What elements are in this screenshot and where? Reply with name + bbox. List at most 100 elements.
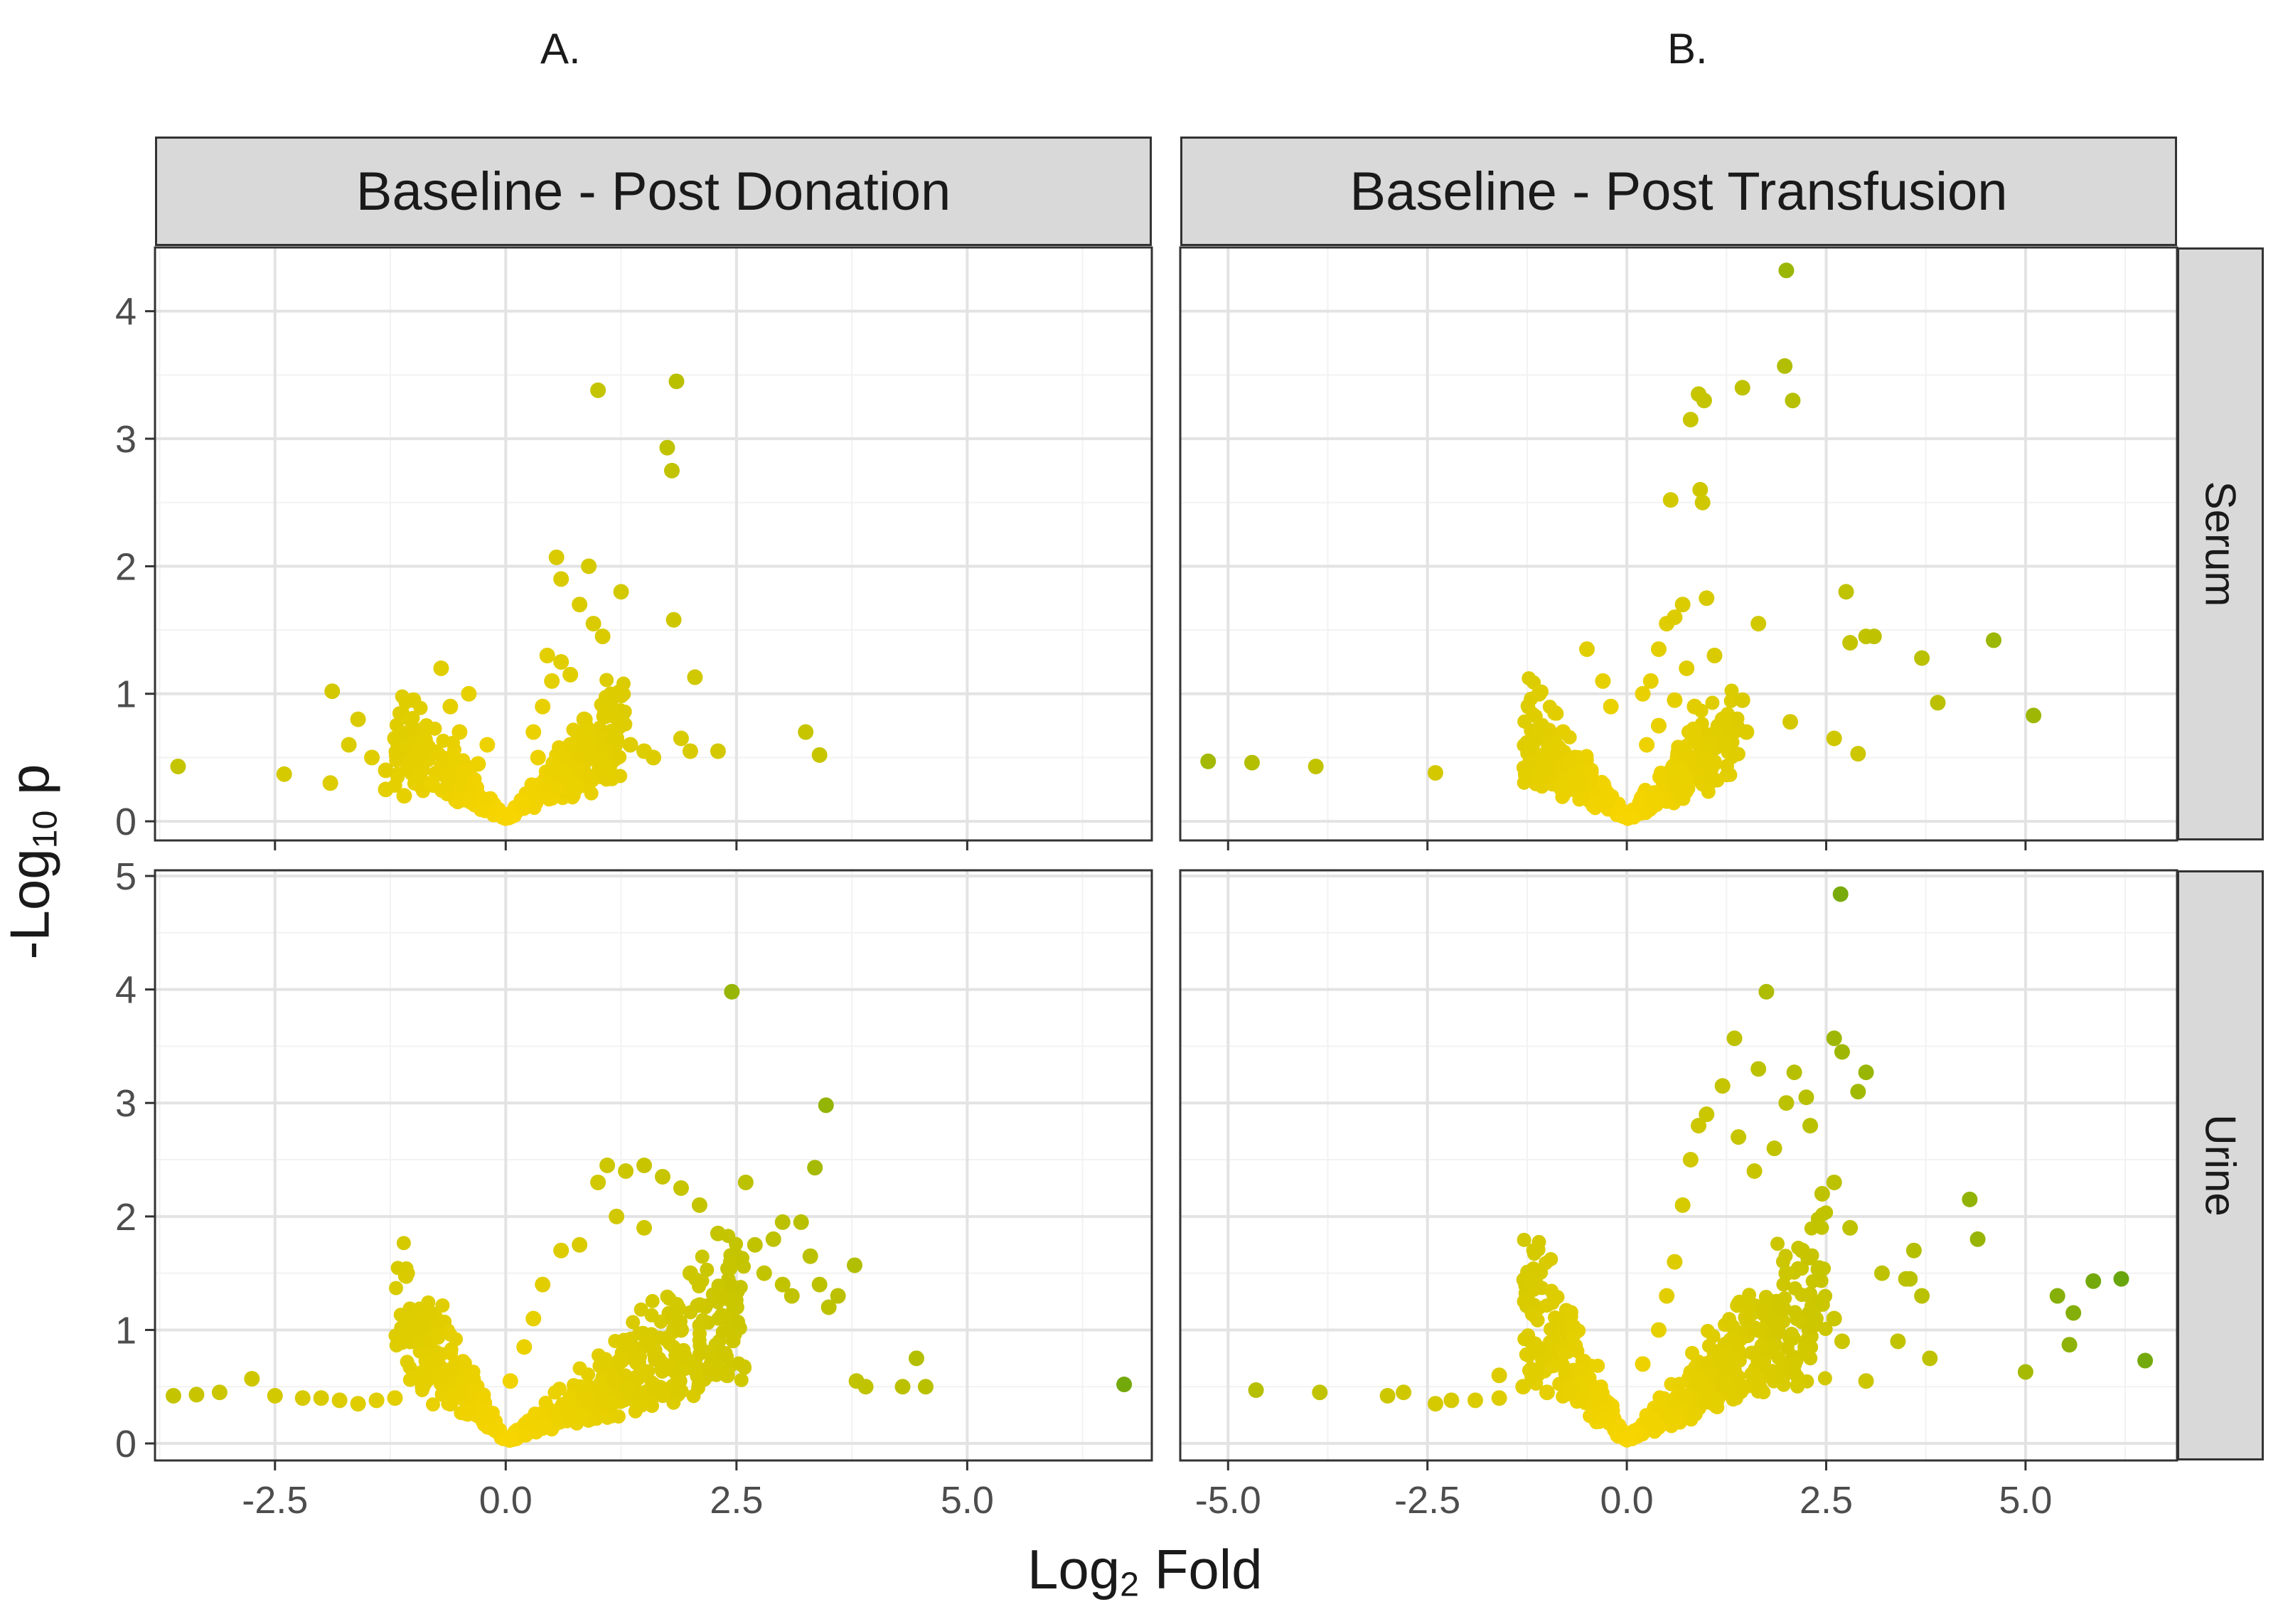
data-point bbox=[442, 698, 459, 715]
data-point bbox=[1699, 590, 1715, 607]
data-point bbox=[572, 597, 588, 613]
data-point bbox=[442, 1396, 459, 1412]
data-point bbox=[1686, 1406, 1701, 1421]
data-point bbox=[1758, 1289, 1773, 1304]
data-point bbox=[1726, 1030, 1743, 1047]
data-point bbox=[1539, 1298, 1554, 1313]
data-point bbox=[1659, 1288, 1675, 1304]
data-point bbox=[1682, 412, 1699, 428]
data-point bbox=[1818, 1322, 1833, 1337]
data-point bbox=[908, 1350, 924, 1367]
y-tick-label: 0 bbox=[115, 1423, 137, 1465]
data-point bbox=[710, 743, 726, 759]
data-point bbox=[1705, 695, 1720, 710]
data-point bbox=[1838, 584, 1854, 600]
data-point bbox=[1890, 1333, 1906, 1350]
data-point bbox=[628, 1404, 643, 1419]
data-point bbox=[1778, 262, 1795, 279]
data-point bbox=[456, 762, 471, 777]
data-point bbox=[1817, 1371, 1832, 1386]
data-point bbox=[724, 983, 740, 1000]
data-point bbox=[570, 761, 584, 776]
data-point bbox=[672, 1301, 687, 1316]
data-point bbox=[600, 1410, 615, 1425]
data-point bbox=[1491, 1390, 1507, 1406]
data-point bbox=[756, 1265, 772, 1281]
data-point bbox=[609, 1208, 625, 1224]
data-point bbox=[572, 1379, 587, 1394]
data-point bbox=[1834, 1044, 1850, 1060]
data-point bbox=[728, 1299, 744, 1315]
data-point bbox=[562, 1390, 577, 1405]
data-point bbox=[636, 1158, 653, 1173]
x-tick-label: 0.0 bbox=[479, 1479, 533, 1522]
data-point bbox=[1706, 1329, 1721, 1344]
y-tick-label: 4 bbox=[115, 291, 137, 333]
data-point bbox=[731, 1315, 746, 1330]
data-point bbox=[1770, 1299, 1787, 1315]
data-point bbox=[626, 1315, 641, 1330]
data-point bbox=[1719, 759, 1734, 774]
data-point bbox=[1814, 1220, 1829, 1235]
data-point bbox=[378, 781, 394, 798]
data-point bbox=[1969, 1231, 1986, 1247]
data-point bbox=[211, 1384, 228, 1401]
data-point bbox=[539, 647, 555, 663]
data-point bbox=[454, 777, 469, 792]
x-tick-label: -2.5 bbox=[242, 1479, 308, 1522]
data-point bbox=[513, 796, 528, 811]
data-point bbox=[599, 1158, 616, 1173]
data-point bbox=[715, 1325, 730, 1340]
y-tick-label: 5 bbox=[115, 855, 137, 898]
data-point bbox=[1528, 709, 1543, 724]
panel-B-urine: -5.0 -2.5 0.0 2.5 5.0 bbox=[1179, 869, 2178, 1522]
data-point bbox=[599, 673, 614, 688]
data-point bbox=[576, 711, 592, 727]
data-point bbox=[1778, 1265, 1795, 1281]
data-point bbox=[720, 1261, 734, 1276]
data-point bbox=[1874, 1265, 1891, 1281]
data-point bbox=[617, 1337, 632, 1352]
data-point bbox=[276, 766, 292, 782]
data-point bbox=[682, 1265, 698, 1281]
data-point bbox=[677, 1352, 692, 1367]
data-point bbox=[1540, 756, 1555, 771]
data-point bbox=[1603, 698, 1619, 715]
data-point bbox=[1612, 1418, 1627, 1433]
data-point bbox=[1379, 1388, 1396, 1404]
data-point bbox=[857, 1379, 874, 1395]
data-point bbox=[599, 772, 614, 787]
data-point bbox=[1686, 698, 1703, 715]
data-point bbox=[1635, 1356, 1651, 1372]
x-tick-label: 2.5 bbox=[710, 1479, 763, 1522]
data-point bbox=[552, 740, 567, 755]
data-point bbox=[1733, 1384, 1748, 1399]
data-point bbox=[802, 1248, 818, 1264]
data-point bbox=[1701, 784, 1716, 799]
data-point bbox=[689, 1362, 704, 1377]
data-point bbox=[1858, 1064, 1874, 1081]
panel-B-serum bbox=[1179, 246, 2178, 850]
data-point bbox=[734, 1372, 749, 1387]
data-point bbox=[682, 743, 698, 759]
data-point bbox=[1777, 358, 1793, 374]
data-point bbox=[497, 811, 512, 826]
x-tick-label: -5.0 bbox=[1195, 1479, 1261, 1522]
data-point bbox=[599, 743, 616, 759]
data-point bbox=[529, 1425, 544, 1440]
data-point bbox=[1826, 1310, 1842, 1327]
data-point bbox=[728, 1248, 744, 1264]
data-point bbox=[726, 1333, 741, 1348]
data-point bbox=[474, 803, 488, 818]
data-point bbox=[1778, 1095, 1795, 1111]
x-tick-label: 5.0 bbox=[941, 1479, 994, 1522]
data-point bbox=[1576, 789, 1591, 803]
data-point bbox=[388, 744, 403, 759]
data-point bbox=[476, 1389, 491, 1404]
data-point bbox=[737, 1360, 752, 1375]
data-point bbox=[425, 1397, 440, 1412]
data-point bbox=[636, 1219, 653, 1236]
strip-urine: Urine bbox=[2177, 870, 2264, 1460]
data-point bbox=[673, 730, 689, 747]
data-point bbox=[396, 1236, 411, 1251]
